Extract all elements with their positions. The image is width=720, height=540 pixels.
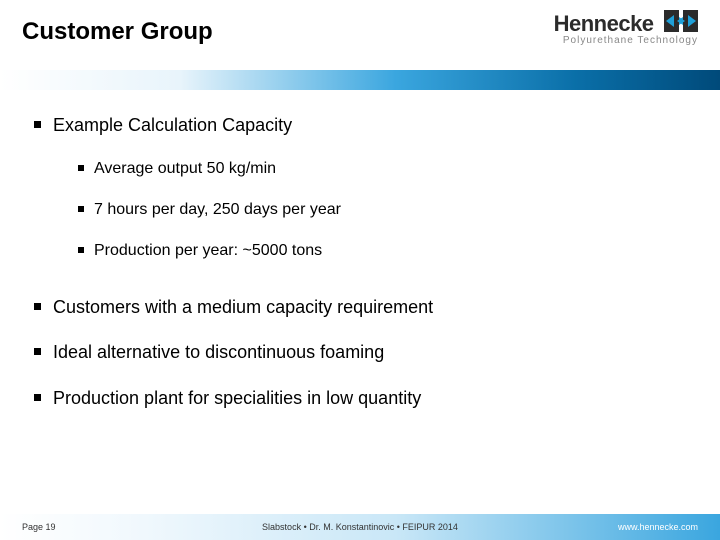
bullet-text: Ideal alternative to discontinuous foami… [53, 341, 384, 364]
bullet-text: Example Calculation Capacity [53, 114, 292, 137]
bullet-marker-icon [34, 348, 41, 355]
content: Example Calculation Capacity Average out… [0, 90, 720, 410]
logo-text: Hennecke [554, 11, 654, 37]
bullet-text: 7 hours per day, 250 days per year [94, 200, 341, 221]
bullet-marker-icon [78, 206, 84, 212]
bullet-marker-icon [34, 303, 41, 310]
bullet-text: Average output 50 kg/min [94, 159, 276, 180]
bullet-item: Example Calculation Capacity [34, 114, 686, 137]
bullet-sub-item: 7 hours per day, 250 days per year [78, 200, 686, 221]
bullet-sub-item: Average output 50 kg/min [78, 159, 686, 180]
bullet-marker-icon [34, 121, 41, 128]
bullet-text: Customers with a medium capacity require… [53, 296, 433, 319]
spacer [34, 282, 686, 296]
logo-icon [664, 10, 698, 37]
header: Customer Group Hennecke Polyurethane Tec… [0, 0, 720, 70]
bullet-text: Production per year: ~5000 tons [94, 241, 322, 262]
bullet-marker-icon [78, 247, 84, 253]
bullet-text: Production plant for specialities in low… [53, 387, 421, 410]
footer: Page 19 Slabstock • Dr. M. Konstantinovi… [0, 514, 720, 540]
bullet-sub-item: Production per year: ~5000 tons [78, 241, 686, 262]
bullet-item: Ideal alternative to discontinuous foami… [34, 341, 686, 364]
divider-band [0, 70, 720, 90]
logo: Hennecke Polyurethane Technology [554, 10, 698, 46]
bullet-marker-icon [78, 165, 84, 171]
footer-center: Slabstock • Dr. M. Konstantinovic • FEIP… [0, 522, 720, 532]
footer-url: www.hennecke.com [618, 522, 698, 532]
bullet-item: Production plant for specialities in low… [34, 387, 686, 410]
bullet-item: Customers with a medium capacity require… [34, 296, 686, 319]
bullet-marker-icon [34, 394, 41, 401]
logo-subtitle: Polyurethane Technology [554, 35, 698, 46]
